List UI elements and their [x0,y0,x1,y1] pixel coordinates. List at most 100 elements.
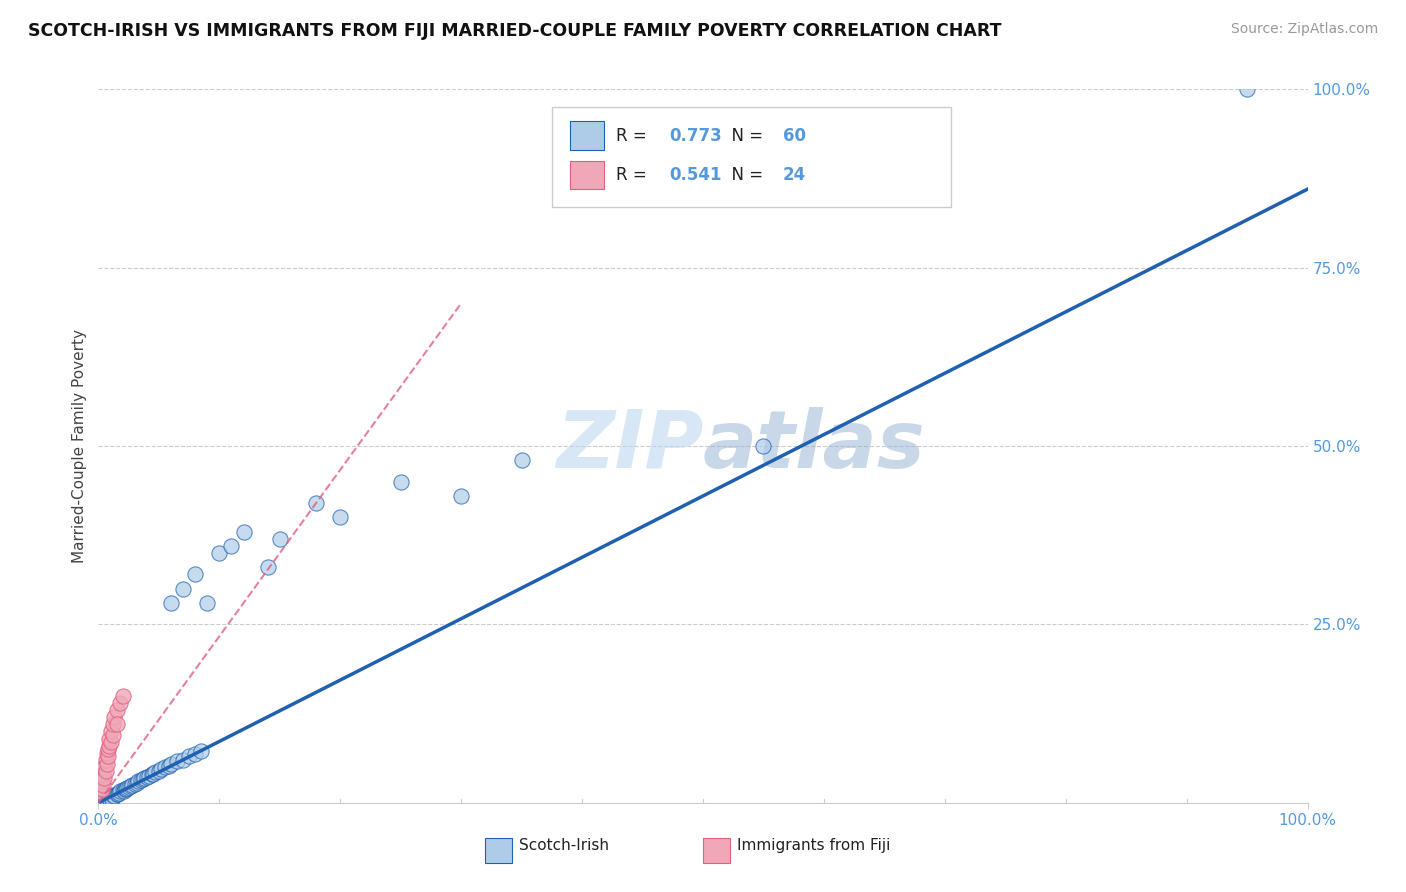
Point [90,785,112,799]
Point [179,749,201,764]
Point [98,731,121,746]
Point [208,546,231,560]
Point [101,717,124,731]
Point [166,755,188,769]
FancyBboxPatch shape [485,838,512,863]
Point [100,789,122,804]
Text: SCOTCH-IRISH VS IMMIGRANTS FROM FIJI MARRIED-COUPLE FAMILY POVERTY CORRELATION C: SCOTCH-IRISH VS IMMIGRANTS FROM FIJI MAR… [28,22,1001,40]
Point [232,524,254,539]
Text: R =: R = [616,166,652,184]
FancyBboxPatch shape [569,121,603,150]
Point [143,765,166,780]
Point [100,724,122,739]
Point [112,784,135,798]
Point [329,510,352,524]
Text: 60: 60 [783,127,806,145]
Point [184,567,207,582]
Point [105,703,128,717]
Point [142,766,165,780]
Point [172,753,194,767]
Point [450,489,472,503]
Point [129,772,152,787]
Point [96,746,118,760]
Point [138,769,160,783]
Text: 0.773: 0.773 [669,127,721,145]
Point [98,739,121,753]
Point [101,788,124,802]
Text: R =: R = [616,127,652,145]
Point [97,742,120,756]
Point [105,717,128,731]
Point [134,771,156,785]
Point [389,475,412,489]
Point [111,689,134,703]
Text: Scotch-Irish: Scotch-Irish [519,838,609,853]
Text: atlas: atlas [703,407,925,485]
Point [107,787,129,801]
Point [127,774,149,789]
Text: 24: 24 [783,166,806,184]
Point [100,791,122,805]
Point [256,560,278,574]
Point [117,780,139,795]
Point [160,756,183,771]
FancyBboxPatch shape [703,838,730,863]
Text: N =: N = [721,166,769,184]
Point [94,764,117,778]
Point [91,792,114,806]
Point [510,453,533,467]
Point [127,776,149,790]
Point [111,783,134,797]
Point [91,793,114,807]
Point [108,784,131,798]
Point [100,735,122,749]
Point [97,749,120,764]
Point [157,758,180,772]
Point [108,696,131,710]
Point [172,582,194,596]
Point [121,778,143,792]
Point [115,781,138,796]
Point [94,791,117,805]
Text: ZIP: ZIP [555,407,703,485]
Point [108,786,131,800]
Point [305,496,328,510]
Point [93,760,115,774]
Point [150,762,173,776]
FancyBboxPatch shape [569,161,603,189]
Point [91,774,114,789]
Point [160,596,183,610]
FancyBboxPatch shape [551,107,950,207]
Point [91,778,114,792]
Point [141,767,163,781]
Point [97,790,120,805]
Text: 0.541: 0.541 [669,166,721,184]
Point [93,794,115,808]
Point [103,710,125,724]
Text: Source: ZipAtlas.com: Source: ZipAtlas.com [1230,22,1378,37]
Point [94,753,117,767]
Point [96,793,118,807]
Point [114,782,136,797]
Text: Immigrants from Fiji: Immigrants from Fiji [737,838,890,853]
Point [101,728,124,742]
Point [153,760,176,774]
Point [105,787,128,801]
Point [98,790,121,805]
Point [148,764,170,778]
Point [124,776,146,790]
Point [752,439,775,453]
Point [184,747,207,762]
Point [269,532,291,546]
Point [93,771,115,785]
Y-axis label: Married-Couple Family Poverty: Married-Couple Family Poverty [72,329,87,563]
Point [135,770,157,784]
Point [1236,82,1258,96]
Point [132,772,155,786]
Point [195,596,218,610]
Point [221,539,243,553]
Point [120,779,142,793]
Point [118,780,141,794]
Point [91,767,114,781]
Point [91,781,114,796]
